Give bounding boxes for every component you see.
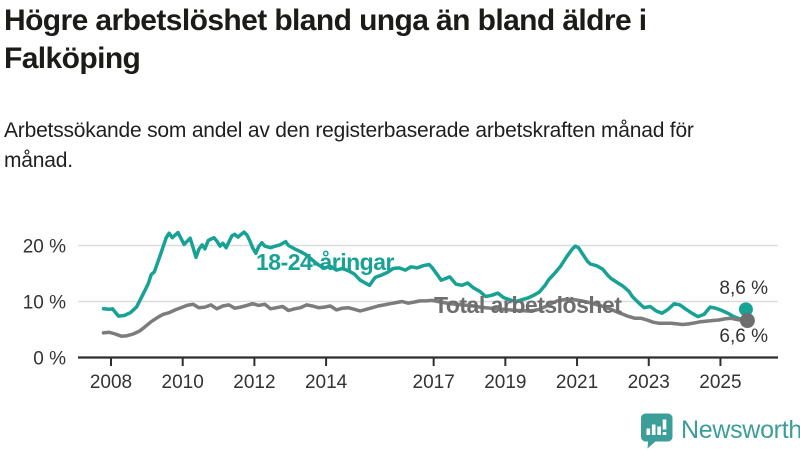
x-tick-label: 2014	[305, 372, 348, 393]
newsworthy-logo[interactable]: Newsworthy	[639, 412, 800, 449]
x-tick-label: 2021	[556, 372, 598, 393]
page-title: Högre arbetslöshet bland unga än bland ä…	[4, 4, 647, 75]
series-label-18-24: 18-24-åringar	[256, 249, 394, 275]
end-value-label-total: 6,6 %	[719, 326, 768, 347]
x-tick-label: 2010	[162, 372, 204, 393]
x-tick-label: 2012	[233, 372, 275, 393]
x-tick-label: 2019	[484, 372, 526, 393]
x-tick-label: 2025	[699, 372, 741, 393]
series-label-total: Total arbetslöshet	[434, 292, 622, 318]
end-value-label-18-24: 8,6 %	[719, 278, 768, 299]
y-tick-label: 10 %	[23, 293, 66, 314]
series-line-young	[101, 230, 748, 323]
newsworthy-logo-icon	[639, 412, 674, 449]
x-tick-label: 2017	[413, 372, 455, 393]
y-tick-label: 20 %	[23, 237, 66, 258]
series-end-dot-total	[739, 313, 755, 329]
chart-subtitle: Arbetssökande som andel av den registerb…	[4, 119, 694, 172]
x-tick-label: 2008	[90, 372, 132, 393]
series-end-dot-young	[738, 302, 753, 317]
newsworthy-logo-text: Newsworthy	[681, 416, 800, 444]
series-line-total	[101, 297, 748, 338]
x-tick-label: 2023	[628, 372, 670, 393]
y-tick-label: 0 %	[33, 349, 66, 370]
